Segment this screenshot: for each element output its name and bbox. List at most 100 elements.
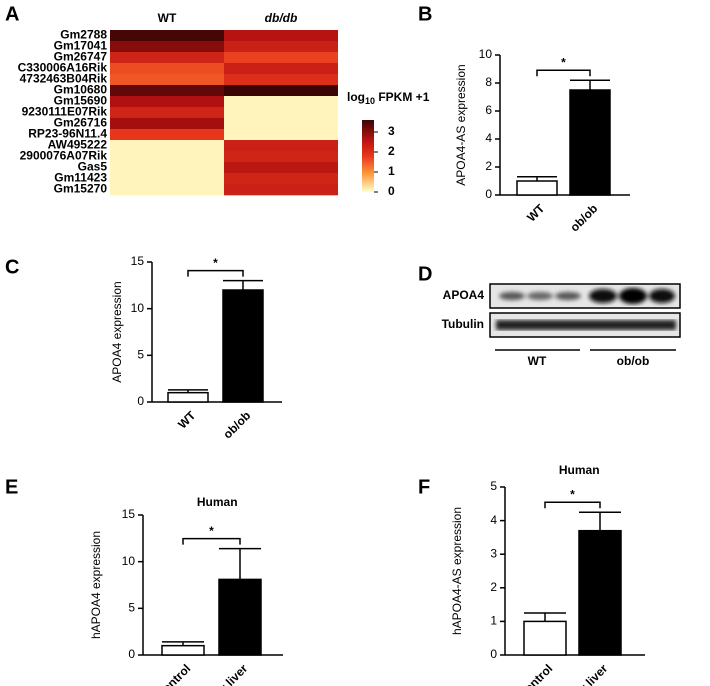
significance-bracket: [536, 69, 591, 77]
y-tick-label: 5: [137, 348, 144, 362]
colorbar-tick-label: 0: [388, 184, 395, 198]
panel-letter: B: [418, 3, 432, 25]
y-axis-label: hAPOA4 expression: [89, 531, 103, 639]
row-label: Gm26747: [54, 50, 108, 64]
x-tick-label: WT: [524, 201, 548, 225]
heatmap-cell: [110, 173, 224, 185]
y-tick-label: 15: [122, 507, 136, 521]
group-label: WT: [528, 354, 547, 368]
heatmap-cell: [110, 140, 224, 152]
heatmap-cell: [110, 107, 224, 119]
heatmap-cell: [224, 63, 338, 75]
colorbar-tick-label: 1: [388, 164, 395, 178]
significance-label: *: [209, 524, 214, 538]
y-tick-label: 8: [485, 75, 492, 89]
panel-letter: F: [418, 476, 430, 498]
row-label: Gm10680: [54, 83, 108, 97]
heatmap-cell: [110, 74, 224, 86]
x-tick-label: ob/ob: [567, 201, 600, 234]
heatmap-cell: [224, 96, 338, 108]
x-tick-label: Fatty liver: [560, 661, 610, 686]
bar: [569, 89, 611, 196]
heatmap-cell: [110, 85, 224, 97]
row-label: Gm15270: [54, 182, 108, 196]
heatmap-cell: [224, 41, 338, 53]
colorbar-label-part: log: [347, 90, 365, 104]
blot-bands: [499, 288, 675, 304]
panel-bar: E 0 5 10 15 hAPOA4 expression Human Control Fatt…: [5, 476, 283, 686]
bar: [222, 289, 264, 403]
row-label: AW495222: [48, 138, 108, 152]
panel-letter: E: [5, 476, 18, 498]
panel-bar: C 0 5 10 15 APOA4 expression WT ob/ob *: [5, 254, 282, 441]
heatmap-cell: [110, 162, 224, 174]
heatmap-cell: [224, 85, 338, 97]
heatmap-cell: [110, 96, 224, 108]
significance-label: *: [213, 256, 218, 270]
y-axis-label: APOA4-AS expression: [454, 64, 468, 185]
heatmap-cell: [110, 52, 224, 64]
column-label: WT: [158, 11, 177, 25]
x-tick-label: ob/ob: [220, 408, 253, 441]
heatmap-cell: [224, 118, 338, 130]
heatmap-cell: [224, 162, 338, 174]
heatmap-cell: [110, 151, 224, 163]
significance-label: *: [561, 55, 566, 69]
blot-bands: [496, 320, 676, 330]
panel-letter: C: [5, 256, 19, 278]
y-tick-label: 15: [131, 254, 145, 268]
y-tick-label: 0: [128, 647, 135, 661]
heatmap-cell: [224, 184, 338, 196]
y-tick-label: 1: [490, 614, 497, 628]
heatmap-cell: [224, 74, 338, 86]
group-label: ob/ob: [617, 354, 650, 368]
error-bar: [570, 79, 610, 90]
heatmap-cell: [110, 118, 224, 130]
row-label: Gm11423: [54, 171, 107, 185]
y-tick-label: 10: [122, 554, 136, 568]
blot-panel: D APOA4 Tubulin WT ob/ob: [418, 263, 681, 368]
heatmap-cell: [224, 30, 338, 42]
blot-row-label: APOA4: [443, 288, 485, 302]
bar: [523, 620, 567, 656]
y-tick-label: 10: [479, 47, 493, 61]
heatmap-cell: [110, 41, 224, 53]
row-label: Gm26716: [54, 116, 108, 130]
y-tick-label: 4: [490, 513, 497, 527]
error-bar: [168, 389, 208, 393]
y-tick-label: 2: [490, 580, 497, 594]
heatmap-cell: [110, 30, 224, 42]
colorbar-label: log10 FPKM +1: [347, 90, 430, 106]
row-label: Gm15690: [54, 94, 108, 108]
significance-bracket: [544, 501, 601, 509]
y-axis-label: APOA4 expression: [110, 281, 124, 382]
colorbar-tick-label: 2: [388, 144, 395, 158]
bar: [161, 644, 205, 656]
y-tick-label: 0: [137, 394, 144, 408]
row-label: RP23-96N11.4: [28, 127, 107, 141]
heatmap-cell: [224, 107, 338, 119]
significance-bracket: [187, 269, 244, 277]
significance-bracket: [182, 537, 241, 545]
y-tick-label: 5: [128, 601, 135, 615]
bar: [516, 180, 558, 196]
heatmap-cell: [224, 140, 338, 152]
error-bar: [517, 176, 557, 181]
chart-title: Human: [559, 463, 600, 477]
error-bar: [223, 279, 263, 290]
heatmap-cell: [224, 52, 338, 64]
heatmap-cell: [110, 129, 224, 141]
bar: [578, 529, 622, 656]
heatmap-cell: [224, 173, 338, 185]
y-tick-label: 10: [131, 301, 145, 315]
panel-bar: F 0 1 2 3 4 5 hAPOA4-AS expression Human ControlF…: [418, 463, 645, 686]
y-tick-label: 4: [485, 131, 492, 145]
row-label: 9230111E07Rik: [22, 105, 108, 119]
blot-row-label: Tubulin: [442, 317, 484, 331]
y-tick-label: 0: [490, 647, 497, 661]
x-tick-label: Control: [153, 661, 193, 686]
heatmap-cell: [224, 151, 338, 163]
panel-letter: A: [5, 3, 19, 25]
